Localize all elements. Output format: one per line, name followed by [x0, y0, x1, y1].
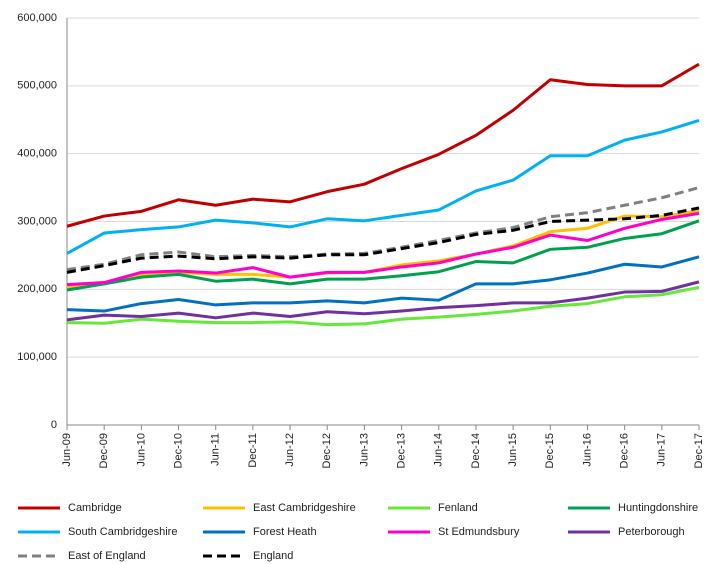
- series-line: [66, 211, 700, 287]
- series-line: [66, 280, 700, 322]
- legend-label: England: [253, 550, 293, 562]
- legend-label: Forest Heath: [253, 526, 317, 538]
- x-tick-label: Dec-09: [98, 433, 110, 468]
- x-tick-label: Jun-13: [358, 433, 370, 467]
- legend-label: Huntingdonshire: [618, 502, 698, 514]
- x-tick-label: Jun-10: [135, 433, 147, 467]
- x-tick-label: Jun-15: [507, 433, 519, 467]
- series-line: [66, 219, 700, 292]
- x-tick-label: Jun-09: [61, 433, 73, 467]
- x-tick-label: Dec-15: [544, 433, 556, 468]
- legend-label: South Cambridgeshire: [68, 526, 177, 538]
- y-tick-label: 100,000: [17, 351, 57, 363]
- legend-label: East of England: [68, 550, 146, 562]
- x-tick-label: Dec-17: [693, 433, 705, 468]
- y-tick-label: 0: [51, 419, 57, 431]
- series-line: [66, 62, 700, 228]
- legend-label: Peterborough: [618, 526, 685, 538]
- legend-label: Cambridge: [68, 502, 122, 514]
- x-tick-label: Jun-17: [656, 433, 668, 467]
- series-line: [66, 255, 700, 313]
- y-tick-label: 500,000: [17, 80, 57, 92]
- x-tick-label: Dec-14: [470, 433, 482, 468]
- x-tick-label: Dec-12: [321, 433, 333, 468]
- y-tick-label: 200,000: [17, 283, 57, 295]
- legend-label: St Edmundsbury: [438, 526, 520, 538]
- y-tick-label: 400,000: [17, 148, 57, 160]
- x-tick-label: Dec-10: [172, 433, 184, 468]
- x-tick-label: Jun-14: [433, 433, 445, 467]
- x-tick-label: Jun-11: [210, 433, 222, 466]
- legend-label: Fenland: [438, 502, 478, 514]
- series-line: [66, 118, 700, 255]
- y-tick-label: 600,000: [17, 12, 57, 24]
- x-tick-label: Dec-11: [247, 433, 259, 468]
- x-tick-label: Dec-16: [619, 433, 631, 468]
- x-tick-label: Jun-12: [284, 433, 296, 467]
- series-line: [66, 285, 700, 327]
- y-tick-label: 300,000: [17, 215, 57, 227]
- legend-label: East Cambridgeshire: [253, 502, 356, 514]
- x-tick-label: Dec-13: [395, 433, 407, 468]
- series-line: [66, 186, 700, 272]
- series-line: [66, 206, 700, 274]
- x-tick-label: Jun-16: [581, 433, 593, 467]
